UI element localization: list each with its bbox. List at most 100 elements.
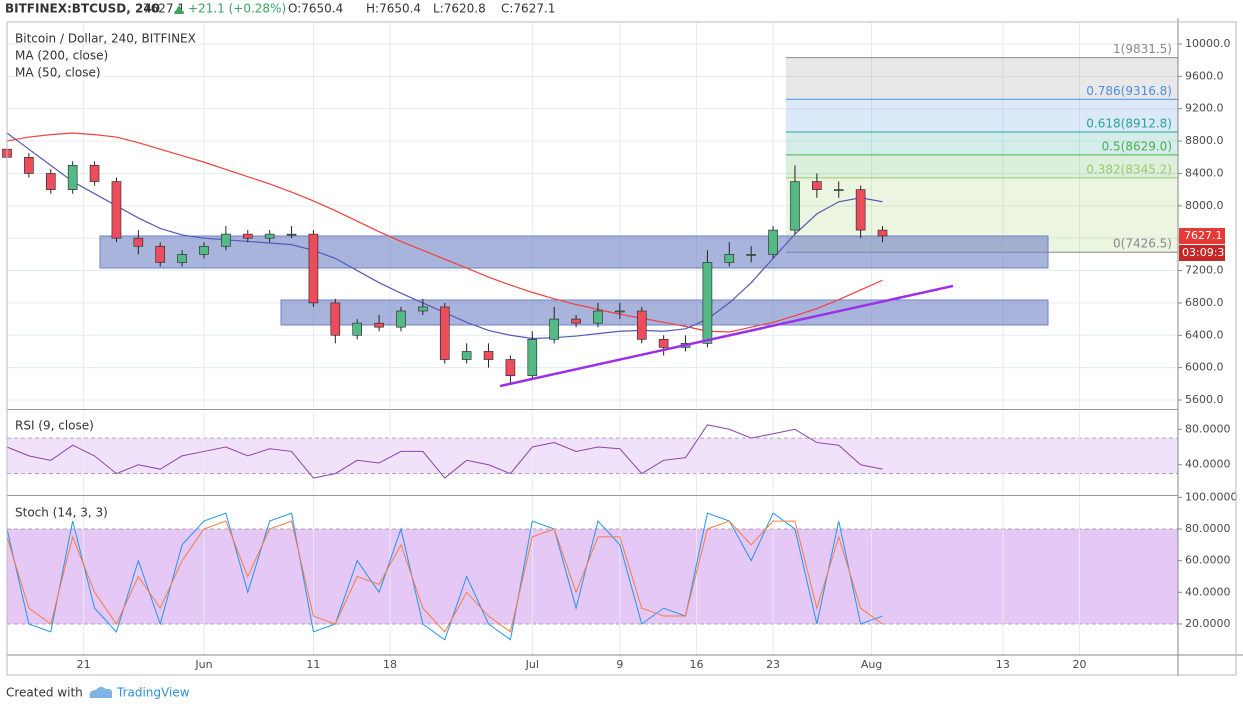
y-tick-label: 100.0000 [1185,490,1238,503]
series-line [6,424,883,479]
candle-body [746,254,756,256]
x-tick-label: 13 [996,658,1010,671]
trendline [499,284,954,388]
y-tick-label: 6400.0 [1185,328,1224,341]
x-tick-label: 20 [1073,658,1087,671]
candle-body [242,233,253,239]
y-tick-label: 7200.0 [1185,264,1224,277]
candle-body [286,233,297,236]
candle-body [571,318,581,324]
frame [6,21,1237,676]
fib-band [786,57,1178,100]
candle-body [133,237,144,247]
x-tick-label: 23 [766,658,780,671]
fib-band [786,99,1178,132]
symbol: BITFINEX:BTCUSD, 240 [5,2,160,16]
candle-body [790,181,800,231]
candle-body [418,306,428,312]
y-tick-label: 8800.0 [1185,134,1224,147]
fib-label: 0.786(9316.8) [1086,84,1172,98]
y-tick-label: 5600.0 [1185,393,1224,406]
candle-body [177,254,187,263]
plot: 21 Jun 11 18 Jul 9 16 23 Aug 13 20 5600.0 6000.0 6400… [0,18,1243,676]
countdown-box [1179,244,1225,261]
candle-body [155,245,166,263]
candle-body [199,245,209,255]
fib-band [786,131,1178,155]
candle-body [636,310,647,340]
candle-body [615,310,625,313]
y-tick-label: 9600.0 [1185,69,1224,82]
candle-body [264,233,275,239]
y-tick-label: 10000.0 [1185,37,1231,50]
x-tick-label: Aug [861,658,882,671]
candle-body [527,339,538,377]
footer-created: Created with [6,686,83,700]
y-tick-label: 6000.0 [1185,361,1224,374]
fib-label: 0(7426.5) [1113,237,1172,251]
fib-band [786,154,1178,178]
y-tick-label: 40.0000 [1185,585,1231,598]
series-line [6,512,883,641]
y-tick-label: 8000.0 [1185,199,1224,212]
y-tick-label: 80.0000 [1185,422,1231,435]
candle-body [658,339,669,348]
footer-brand[interactable]: TradingView [116,686,190,700]
ohlc-high: H:7650.4 [366,2,421,16]
band [7,438,1178,474]
ohlc-open: O:7650.4 [288,2,343,16]
candle-body [439,306,450,360]
candle-body [352,322,363,336]
candle-body [833,189,844,191]
candle-body [768,229,778,255]
x-tick-label: Jul [525,658,539,671]
legend-ma50: MA (50, close) [15,66,101,80]
candle-body [24,156,34,174]
y-tick-label: 40.0000 [1185,458,1231,471]
candle-body [111,181,122,239]
rsi-title: RSI (9, close) [15,419,94,433]
x-tick-label: 16 [689,658,703,671]
y-tick-label: 80.0000 [1185,522,1231,535]
y-tick-label: 6800.0 [1185,296,1224,309]
y-tick-label: 60.0000 [1185,554,1231,567]
ohlc-close: C:7627.1 [501,2,555,16]
change: +21.1 (+0.28%) [188,2,286,16]
candle-body [724,254,735,263]
logo [89,686,113,698]
candle-body [330,302,341,336]
last-price-box [1179,227,1225,244]
candle-body [45,173,56,190]
fib-label: 0.382(8345.2) [1086,162,1172,176]
candle-body [855,189,866,231]
candle-body [702,262,713,344]
candle-body [89,165,100,182]
y-tick-label: 9200.0 [1185,102,1224,115]
last-price-label: 7627.1 [1184,229,1223,242]
candle-body [461,351,472,360]
x-tick-label: 21 [77,658,91,671]
candle-body [483,351,494,360]
candle-body [396,310,406,328]
x-tick-label: 9 [616,658,623,671]
series-line [6,520,883,633]
candle-body [67,165,78,190]
zone [99,235,1049,269]
candle-body [374,322,384,328]
candle-body [221,233,231,247]
stoch-title: Stoch (14, 3, 3) [15,506,108,520]
y-tick-label: 8400.0 [1185,166,1224,179]
y-tick-label: 20.0000 [1185,617,1231,630]
legend-ma200: MA (200, close) [15,49,108,63]
ohlc-low: L:7620.8 [433,2,486,16]
fib-label: 0.5(8629.0) [1102,139,1172,153]
candle-body [593,310,603,324]
candle-body [549,318,559,340]
x-tick-label: Jun [194,658,212,671]
candle-body [877,229,888,237]
fib-label: 1(9831.5) [1113,42,1172,56]
countdown: 03:09:36 [1182,246,1231,259]
candle-body [812,181,822,190]
